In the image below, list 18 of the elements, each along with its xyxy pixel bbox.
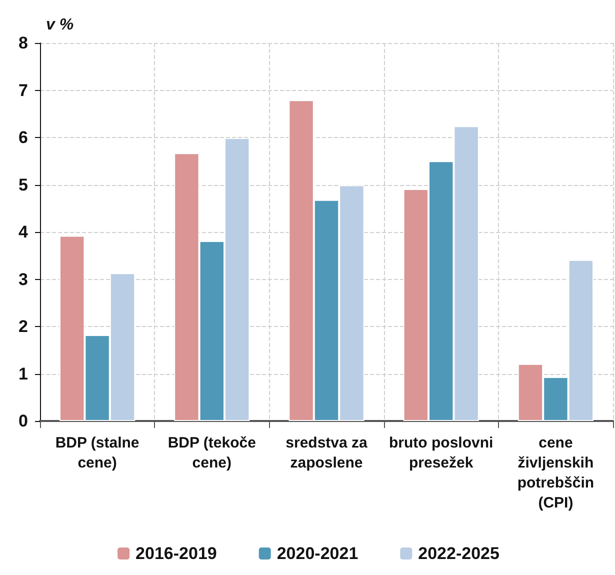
x-tick-label: BDP (stalne cene) (55, 434, 140, 472)
legend-label: 2022-2025 (418, 544, 500, 563)
legend-label: 2020-2021 (276, 544, 358, 563)
y-tick-label: 1 (18, 364, 28, 384)
legend-label: 2016-2019 (136, 544, 217, 563)
x-tick-label: bruto poslovni presežek (389, 434, 494, 472)
x-tick-label: BDP (tekoče cene) (168, 434, 256, 472)
y-tick-label: 3 (18, 270, 28, 289)
y-tick-label: 0 (18, 412, 28, 430)
y-tick-label: 5 (18, 175, 28, 194)
y-tick-label: 2 (18, 317, 28, 336)
y-tick-label: 8 (18, 34, 28, 52)
y-axis-title: v % (46, 16, 74, 34)
y-tick-label: 6 (18, 128, 28, 147)
x-tick-label: cene življenskih potrebščin (CPI) (517, 434, 594, 512)
y-tick-label: 4 (18, 222, 29, 242)
y-tick-label: 7 (18, 80, 28, 100)
x-tick-label: sredstva za zaposlene (286, 434, 368, 472)
